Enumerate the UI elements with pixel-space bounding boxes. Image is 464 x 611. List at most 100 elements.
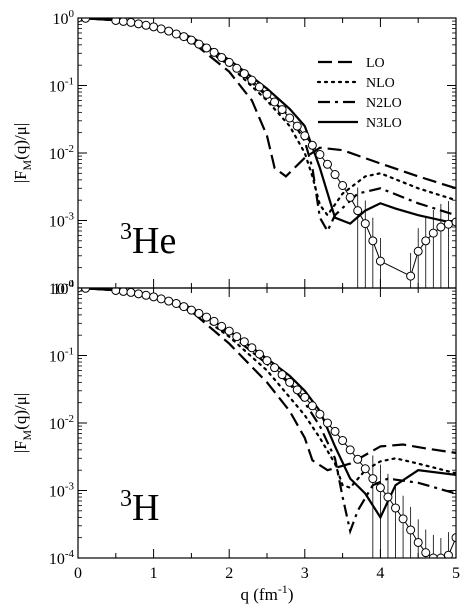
data-point xyxy=(353,206,363,216)
series-line-nlo xyxy=(78,18,456,218)
data-point xyxy=(149,292,159,302)
x-axis-label: q (fm-1) xyxy=(241,582,294,604)
data-point xyxy=(322,418,332,428)
nucleus-label: 3H xyxy=(120,486,159,529)
data-point xyxy=(262,89,272,99)
data-point xyxy=(406,525,416,535)
data-point xyxy=(179,32,189,42)
y-tick-label: 100 xyxy=(53,8,75,28)
series-line-n2lo xyxy=(78,18,456,234)
y-tick-label: 10-1 xyxy=(49,346,74,366)
data-point xyxy=(413,537,423,547)
data-point xyxy=(428,228,438,238)
data-point xyxy=(247,343,257,353)
data-point xyxy=(428,553,438,558)
data-point xyxy=(133,19,143,29)
data-point xyxy=(156,24,166,34)
data-point xyxy=(368,474,378,484)
data-point xyxy=(315,409,325,419)
data-point xyxy=(300,131,310,141)
data-point xyxy=(224,326,234,336)
data-point xyxy=(209,316,219,326)
data-point xyxy=(141,20,151,30)
data-point xyxy=(451,533,456,543)
y-tick-label: 10-1 xyxy=(49,76,74,96)
data-point xyxy=(406,271,416,281)
nucleus-label: 3He xyxy=(120,219,176,262)
data-point xyxy=(270,97,280,107)
x-tick-label: 4 xyxy=(376,565,384,582)
data-point xyxy=(338,181,348,191)
data-point xyxy=(118,288,128,296)
data-point xyxy=(239,69,249,79)
data-point xyxy=(247,75,257,85)
y-tick-label: 10-3 xyxy=(49,481,75,501)
data-point xyxy=(254,82,264,92)
data-point xyxy=(338,436,348,446)
data-point xyxy=(285,113,295,123)
y-tick-label: 10-3 xyxy=(49,211,75,231)
data-point xyxy=(451,217,456,227)
data-point xyxy=(141,290,151,300)
data-point xyxy=(330,170,340,180)
data-point xyxy=(421,236,431,246)
data-point xyxy=(360,464,370,474)
panel-2: 0 1 2 3 4 5 100 10-1 10-2 10-3 10-4 |FM(q)/μ| 3H q (f… xyxy=(11,278,460,604)
x-tick-label: 0 xyxy=(74,565,82,582)
data-point xyxy=(307,140,317,150)
y-tick-label: 10-2 xyxy=(49,413,74,433)
data-point xyxy=(443,219,453,229)
x-tick-label: 5 xyxy=(452,565,460,582)
data-point xyxy=(413,246,423,256)
data-point xyxy=(277,370,287,380)
data-point xyxy=(345,192,355,202)
data-point xyxy=(254,349,264,359)
data-point xyxy=(232,63,242,73)
data-point xyxy=(285,377,295,387)
data-point xyxy=(391,503,401,513)
data-point xyxy=(149,22,159,32)
x-tick-label: 2 xyxy=(225,565,233,582)
y-axis-label: |FM(q)/μ| xyxy=(11,123,34,184)
data-point xyxy=(232,332,242,342)
data-point xyxy=(224,57,234,67)
data-point xyxy=(171,298,181,308)
data-point xyxy=(398,514,408,524)
data-point xyxy=(186,305,196,315)
data-point xyxy=(239,337,249,347)
legend-label-n3lo: N3LO xyxy=(366,116,402,131)
data-point xyxy=(202,43,212,53)
data-point xyxy=(436,222,446,232)
data-point xyxy=(375,256,385,266)
legend-label-nlo: NLO xyxy=(366,76,395,91)
data-point xyxy=(164,26,174,36)
data-point xyxy=(78,18,83,23)
data-point xyxy=(217,321,227,331)
data-point xyxy=(133,289,143,299)
plot-frame xyxy=(77,287,457,559)
y-tick-label: 10-2 xyxy=(49,143,74,163)
data-point xyxy=(330,426,340,436)
data-point xyxy=(292,385,302,395)
data-point xyxy=(156,294,166,304)
data-point xyxy=(126,18,136,27)
data-point xyxy=(307,401,317,411)
y-axis-label: |FM(q)/μ| xyxy=(11,393,34,454)
data-point xyxy=(262,356,272,366)
data-point xyxy=(292,121,302,131)
data-point xyxy=(78,288,83,293)
panel-1: 100 10-1 10-2 10-3 10-4 |FM(q)/μ| 3He LO NLO N2LO… xyxy=(11,8,457,298)
x-tick-label: 1 xyxy=(150,565,158,582)
data-point xyxy=(194,39,204,49)
data-point xyxy=(436,553,446,558)
data-point xyxy=(368,236,378,246)
y-tick-label: 100 xyxy=(53,278,75,298)
series-line-n3lo xyxy=(78,288,456,520)
y-tick-label: 10-4 xyxy=(49,278,75,298)
data-point xyxy=(277,105,287,115)
data-point xyxy=(421,548,431,558)
data-point xyxy=(209,47,219,57)
data-point xyxy=(353,454,363,464)
data-point xyxy=(164,296,174,306)
